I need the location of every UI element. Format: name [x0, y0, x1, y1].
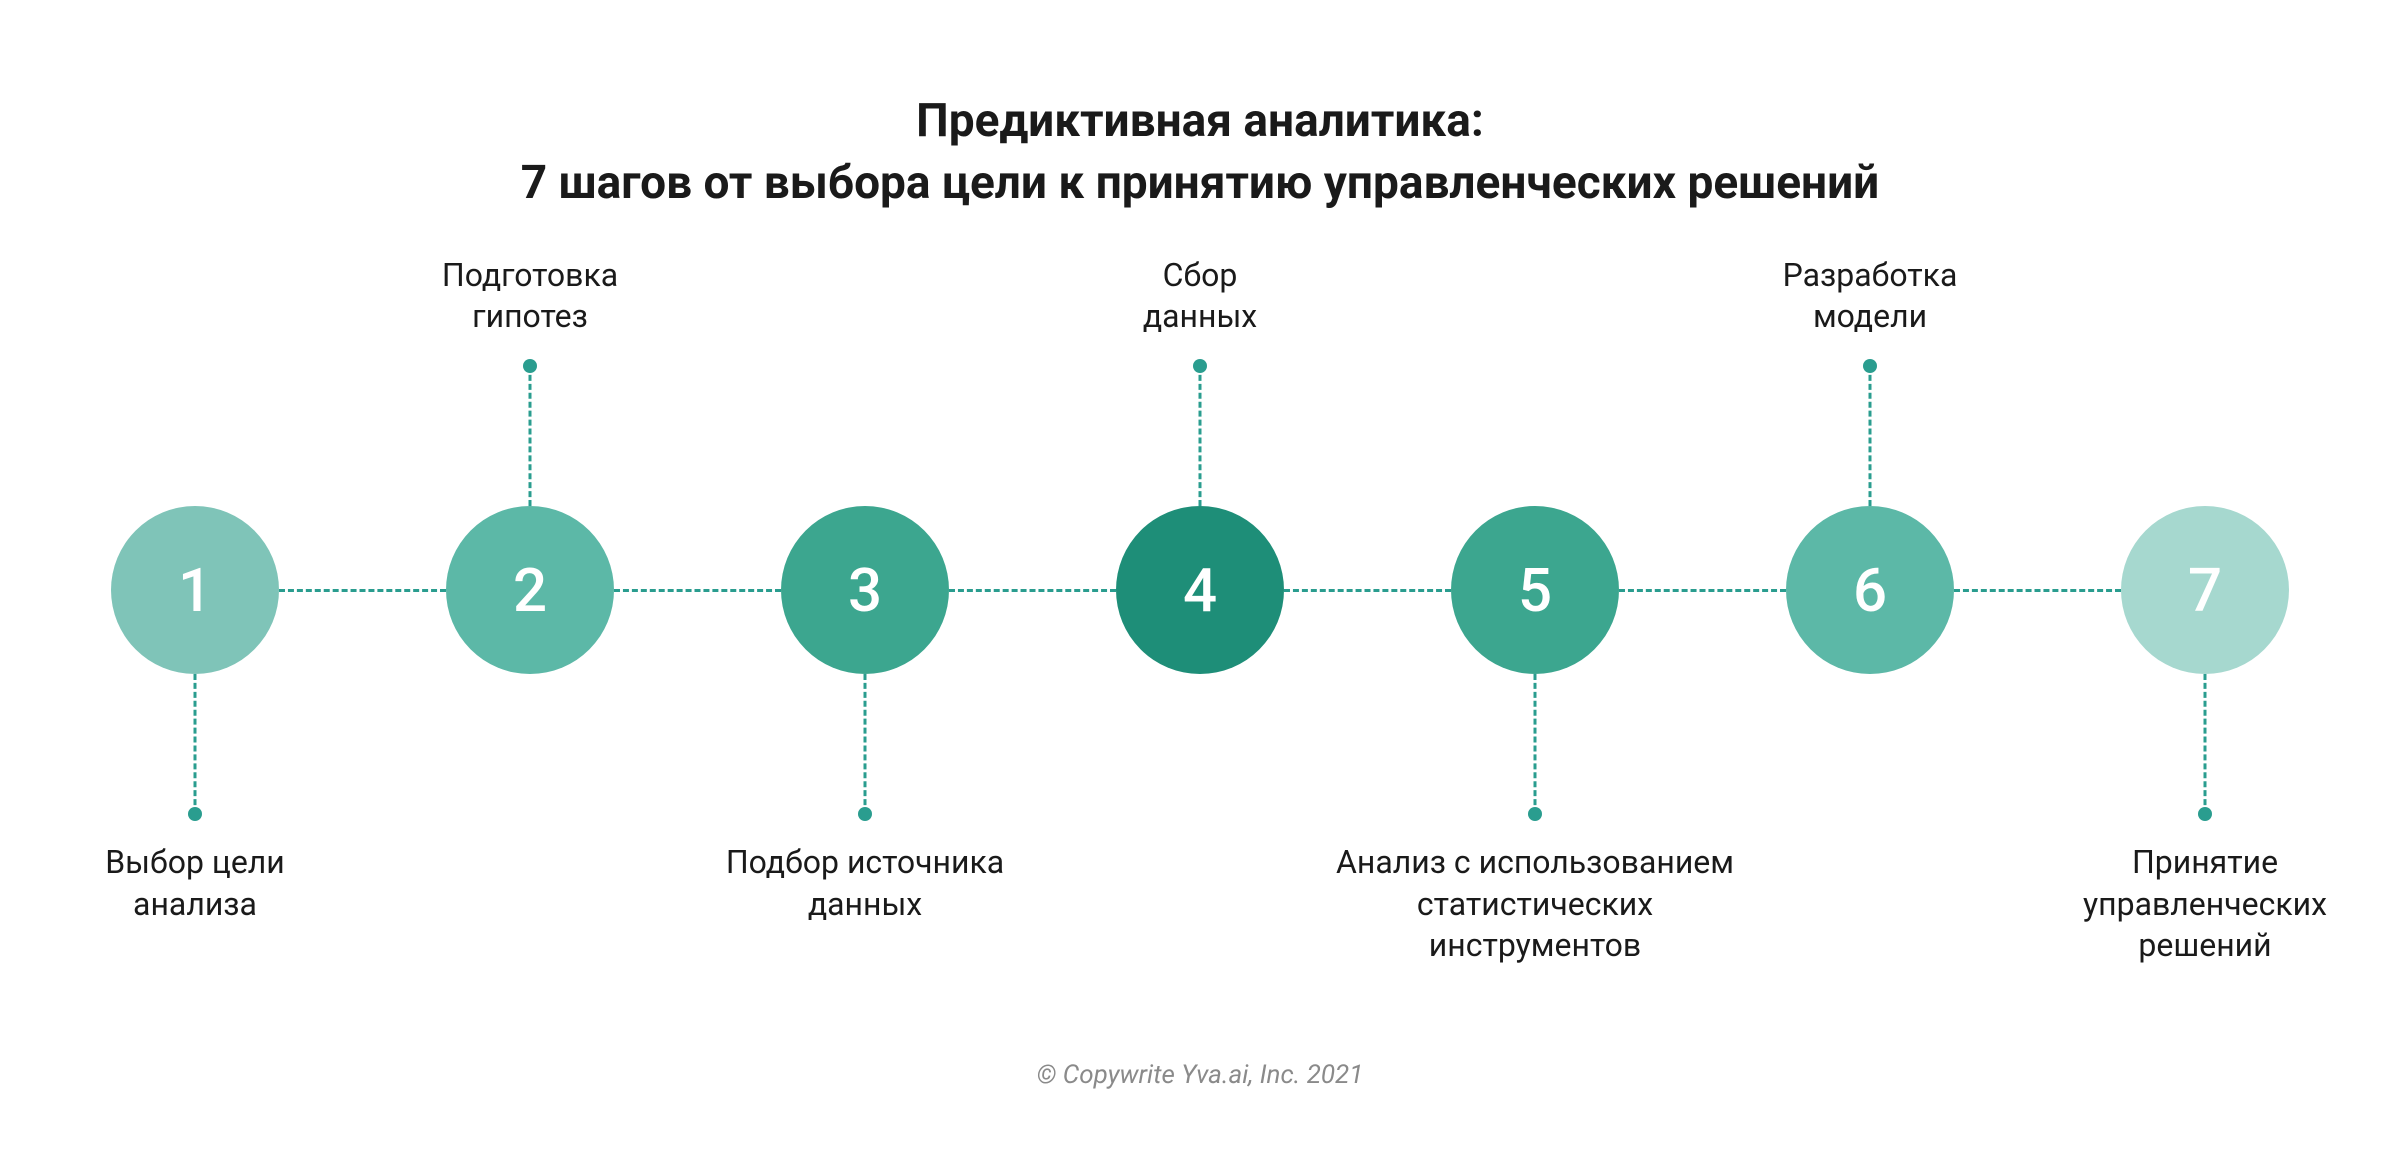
step-label: Разработка модели [1660, 255, 2080, 338]
step-circle: 3 [781, 506, 949, 674]
step-number: 4 [1183, 555, 1217, 626]
connector-horizontal [1954, 589, 2121, 592]
footer-copyright: © Copywrite Yva.ai, Inc. 2021 [0, 1060, 2400, 1090]
step-number: 2 [513, 555, 547, 626]
connector-dot [2198, 807, 2212, 821]
title-line-2: 7 шагов от выбора цели к принятию управл… [0, 152, 2400, 214]
connector-horizontal [1619, 589, 1786, 592]
step-circle: 2 [446, 506, 614, 674]
step-circle: 7 [2121, 506, 2289, 674]
connector-vertical [529, 366, 532, 506]
step-6: 6Разработка модели [1786, 506, 1954, 674]
step-number: 7 [2188, 555, 2222, 626]
connector-vertical [2204, 674, 2207, 814]
title-line-1: Предиктивная аналитика: [0, 90, 2400, 152]
connector-dot [858, 807, 872, 821]
step-5: 5Анализ с использованием статистических … [1451, 506, 1619, 674]
connector-vertical [1534, 674, 1537, 814]
page-title-block: Предиктивная аналитика: 7 шагов от выбор… [0, 90, 2400, 214]
step-1: 1Выбор цели анализа [111, 506, 279, 674]
connector-dot [1528, 807, 1542, 821]
connector-dot [1863, 359, 1877, 373]
step-3: 3Подбор источника данных [781, 506, 949, 674]
step-label: Выбор цели анализа [0, 842, 405, 925]
connector-horizontal [1284, 589, 1451, 592]
step-circle: 4 [1116, 506, 1284, 674]
step-label: Анализ с использованием статистических и… [1325, 842, 1745, 967]
connector-vertical [194, 674, 197, 814]
step-circle: 1 [111, 506, 279, 674]
connector-dot [1193, 359, 1207, 373]
step-label: Подготовка гипотез [320, 255, 740, 338]
step-number: 3 [848, 555, 882, 626]
step-2: 2Подготовка гипотез [446, 506, 614, 674]
connector-dot [523, 359, 537, 373]
connector-vertical [1199, 366, 1202, 506]
step-number: 6 [1853, 555, 1887, 626]
step-7: 7Принятие управленческих решений [2121, 506, 2289, 674]
connector-vertical [1869, 366, 1872, 506]
step-label: Сбор данных [990, 255, 1410, 338]
connector-horizontal [949, 589, 1116, 592]
step-number: 1 [178, 555, 212, 626]
connector-horizontal [279, 589, 446, 592]
step-circle: 6 [1786, 506, 1954, 674]
step-4: 4Сбор данных [1116, 506, 1284, 674]
step-circle: 5 [1451, 506, 1619, 674]
step-label: Принятие управленческих решений [1995, 842, 2400, 967]
step-number: 5 [1518, 555, 1552, 626]
connector-vertical [864, 674, 867, 814]
step-label: Подбор источника данных [655, 842, 1075, 925]
connector-dot [188, 807, 202, 821]
connector-horizontal [614, 589, 781, 592]
